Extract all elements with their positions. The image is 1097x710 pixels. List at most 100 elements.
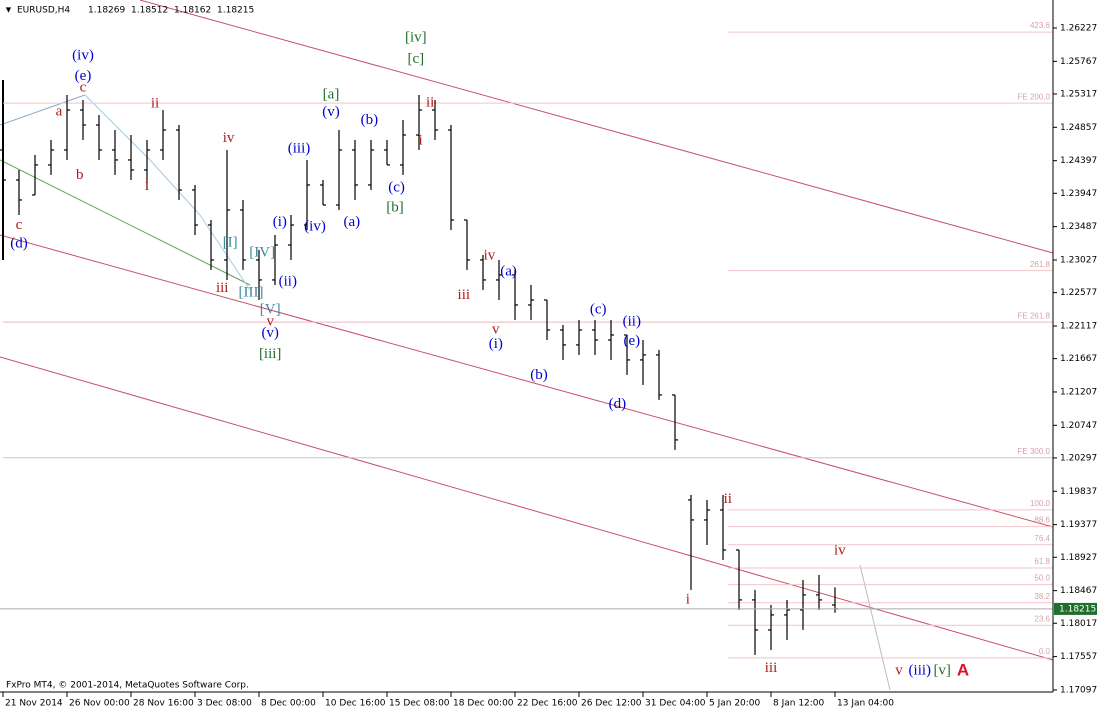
symbol: EURUSD,H4 [17, 6, 70, 16]
y-tick-label: 1.25767 [1060, 57, 1097, 67]
wave-label: c [80, 79, 87, 95]
wave-label: [I] [223, 235, 238, 251]
wave-label: ii [724, 491, 732, 507]
y-tick-label: 1.19837 [1060, 487, 1097, 497]
level-label: 61.8 [1034, 557, 1050, 566]
wave-label: a [56, 103, 63, 119]
x-tick-label: 15 Dec 08:00 [389, 699, 450, 709]
wave-label: A [957, 660, 969, 679]
header-low: 1.18162 [174, 6, 211, 16]
header-close: 1.18215 [217, 6, 254, 16]
wave-label: [b] [386, 200, 404, 216]
channel-line [0, 234, 1054, 528]
y-tick-label: 1.24397 [1060, 156, 1097, 166]
wave-label: (c) [590, 301, 607, 317]
x-tick-label: 21 Nov 2014 [5, 699, 63, 709]
y-tick-label: 1.26227 [1060, 23, 1097, 33]
x-tick-label: 13 Jan 04:00 [837, 699, 894, 709]
wave-label: v [895, 662, 903, 678]
x-tick-label: 18 Dec 00:00 [453, 699, 514, 709]
wave-label: (iii) [909, 662, 932, 678]
y-tick-label: 1.17097 [1060, 685, 1097, 695]
y-tick-label: 1.22117 [1060, 321, 1097, 331]
wave-label: (a) [343, 214, 360, 230]
trend-lines [0, 0, 1054, 691]
annotations: (iv)(e)cabiiic(d)iviii[I][IV][III][V]v(v… [10, 29, 969, 679]
wave-line [84, 94, 251, 291]
channel-line [0, 356, 1054, 661]
y-tick-label: 1.19377 [1060, 520, 1097, 530]
wave-label: iii [216, 280, 229, 296]
wave-label: i [419, 132, 423, 148]
wave-label: [v] [933, 662, 951, 678]
level-label: 50.0 [1034, 574, 1050, 583]
trend-line [0, 94, 86, 126]
level-label: 0.0 [1039, 647, 1051, 656]
wave-label: (iii) [288, 140, 311, 156]
projection-line [859, 564, 891, 691]
wave-label: (i) [273, 214, 287, 230]
wave-label: (c) [388, 179, 405, 195]
footer: FxPro MT4, © 2001-2014, MetaQuotes Softw… [6, 681, 249, 691]
level-label: 423.6 [1030, 21, 1051, 30]
wave-label: (ii) [279, 274, 297, 290]
wave-label: [iii] [259, 346, 282, 362]
level-label: FE 200.0 [1018, 92, 1051, 101]
header-open: 1.18269 [88, 6, 125, 16]
level-label: 261.8 [1030, 260, 1051, 269]
wave-label: (iv) [72, 47, 94, 63]
level-label: 100.0 [1030, 499, 1051, 508]
menu-arrow[interactable]: ▼ [4, 4, 13, 14]
wave-label: v [492, 322, 500, 338]
level-label: FE 300.0 [1018, 447, 1051, 456]
y-tick-label: 1.17557 [1060, 652, 1097, 662]
y-tick-label: 1.23027 [1060, 256, 1097, 266]
level-label: FE 261.8 [1018, 311, 1051, 320]
x-tick-label: 22 Dec 16:00 [517, 699, 578, 709]
wave-label: (a) [500, 264, 517, 280]
levels: 423.6 FE 200.0 261.8 FE 261.8 FE 300.0 100.0 8… [3, 21, 1053, 659]
wave-label: (i) [489, 336, 503, 352]
wave-label: iv [484, 248, 496, 264]
wave-label: [V] [260, 301, 281, 317]
x-tick-label: 10 Dec 16:00 [325, 699, 386, 709]
wave-label: c [16, 217, 23, 233]
wave-label: iv [834, 543, 846, 559]
level-label: 88.6 [1034, 516, 1050, 525]
y-tick-label: 1.21207 [1060, 387, 1097, 397]
wave-label: [IV] [249, 245, 275, 261]
wave-label: iii [765, 660, 778, 676]
y-tick-label: 1.18927 [1060, 553, 1097, 563]
y-tick-label: 1.20297 [1060, 453, 1097, 463]
y-tick-label: 1.24857 [1060, 123, 1097, 133]
wave-label: (e) [75, 68, 92, 84]
level-label: 76.4 [1034, 534, 1050, 543]
x-tick-label: 28 Nov 16:00 [133, 699, 194, 709]
wave-label: [iv] [405, 29, 427, 45]
level-label: 38.2 [1034, 592, 1050, 601]
header-high: 1.18512 [131, 6, 168, 16]
x-tick-label: 31 Dec 04:00 [645, 699, 706, 709]
wave-label: (iv) [304, 219, 326, 235]
wave-label: (v) [322, 104, 340, 120]
wave-label: (e) [623, 333, 640, 349]
y-tick-label: 1.22577 [1060, 288, 1097, 298]
price-label: 1.18215 [1059, 604, 1096, 614]
x-tick-label: 5 Jan 20:00 [709, 699, 761, 709]
x-tick-label: 26 Nov 00:00 [69, 699, 130, 709]
y-tick-label: 1.20747 [1060, 421, 1097, 431]
level-label: 23.6 [1034, 614, 1050, 623]
x-tick-label: 8 Dec 00:00 [261, 699, 316, 709]
x-tick-label: 26 Dec 12:00 [581, 699, 642, 709]
wave-label: iv [223, 130, 235, 146]
y-tick-label: 1.23947 [1060, 189, 1097, 199]
wave-label: [III] [239, 285, 264, 301]
price-box [1054, 602, 1097, 615]
channel-line [139, 0, 1054, 254]
x-tick-label: 3 Dec 08:00 [197, 699, 252, 709]
wave-label: (d) [10, 235, 28, 251]
y-tick-label: 1.18017 [1060, 619, 1097, 629]
wave-label: v [266, 314, 274, 330]
x-tick-label: 8 Jan 12:00 [773, 699, 825, 709]
